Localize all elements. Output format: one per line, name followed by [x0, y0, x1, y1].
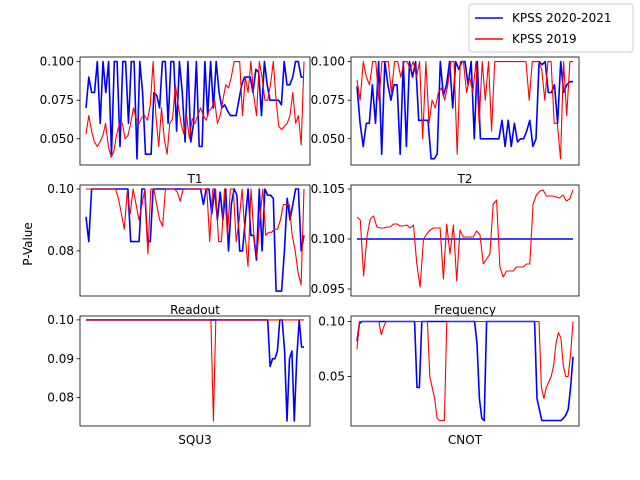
series-line-kpss-2020-2021 [85, 60, 304, 160]
subplot-t1: 0.050 0.075 0.100 T1 [40, 55, 311, 186]
subplot-cnot: 0.05 0.10 CNOT [318, 315, 580, 447]
y-tick-label: 0.08 [47, 391, 74, 405]
series-line-kpss-2019 [86, 319, 304, 422]
series-line-kpss-2020-2021 [85, 188, 305, 292]
axes-frame [79, 315, 311, 427]
y-tick-label: 0.100 [311, 232, 345, 246]
series-line-kpss-2019 [356, 189, 574, 288]
y-tick-label: 0.05 [318, 370, 345, 384]
axes-frame [79, 56, 311, 166]
y-tick-label: 0.10 [47, 313, 74, 327]
x-axis-label: CNOT [448, 433, 483, 447]
series-line-kpss-2019 [85, 61, 305, 158]
y-tick-label: 0.10 [47, 182, 74, 196]
y-axis-label: P-Value [21, 222, 35, 266]
x-axis-label: T1 [187, 172, 203, 186]
series-line-kpss-2020-2021 [356, 60, 573, 160]
axes-frame [350, 184, 580, 297]
y-tick-label: 0.075 [40, 93, 74, 107]
y-tick-label: 0.050 [311, 132, 345, 146]
subplot-frequency: 0.095 0.100 0.105 Frequency [311, 182, 580, 317]
legend-label: KPSS 2019 [512, 32, 577, 46]
x-axis-label: Readout [170, 303, 220, 317]
x-axis-label: Frequency [434, 303, 496, 317]
y-tick-label: 0.095 [311, 282, 345, 296]
y-tick-label: 0.050 [40, 132, 74, 146]
axes-frame [79, 184, 311, 297]
y-tick-label: 0.09 [47, 352, 74, 366]
x-axis-label: T2 [457, 172, 473, 186]
legend: KPSS 2020-2021 KPSS 2019 [468, 3, 634, 53]
y-tick-label: 0.100 [311, 55, 345, 69]
y-tick-label: 0.105 [311, 182, 345, 196]
series-line-kpss-2020-2021 [86, 319, 304, 422]
y-tick-label: 0.08 [47, 244, 74, 258]
x-axis-label: SQU3 [178, 433, 211, 447]
y-tick-label: 0.100 [40, 55, 74, 69]
series-line-kpss-2019 [356, 61, 573, 160]
subplot-readout: 0.08 0.10 Readout [47, 182, 311, 317]
subplot-squ3: 0.08 0.09 0.10 SQU3 [47, 313, 311, 447]
series-line-kpss-2019 [356, 320, 574, 422]
legend-label: KPSS 2020-2021 [512, 11, 612, 25]
y-tick-label: 0.075 [311, 93, 345, 107]
series-line-kpss-2019 [86, 188, 305, 286]
axes-frame [350, 56, 580, 166]
legend-box [468, 3, 634, 53]
y-tick-label: 0.10 [318, 315, 345, 329]
subplot-t2: 0.050 0.075 0.100 T2 [311, 55, 580, 186]
axes-frame [350, 315, 580, 427]
